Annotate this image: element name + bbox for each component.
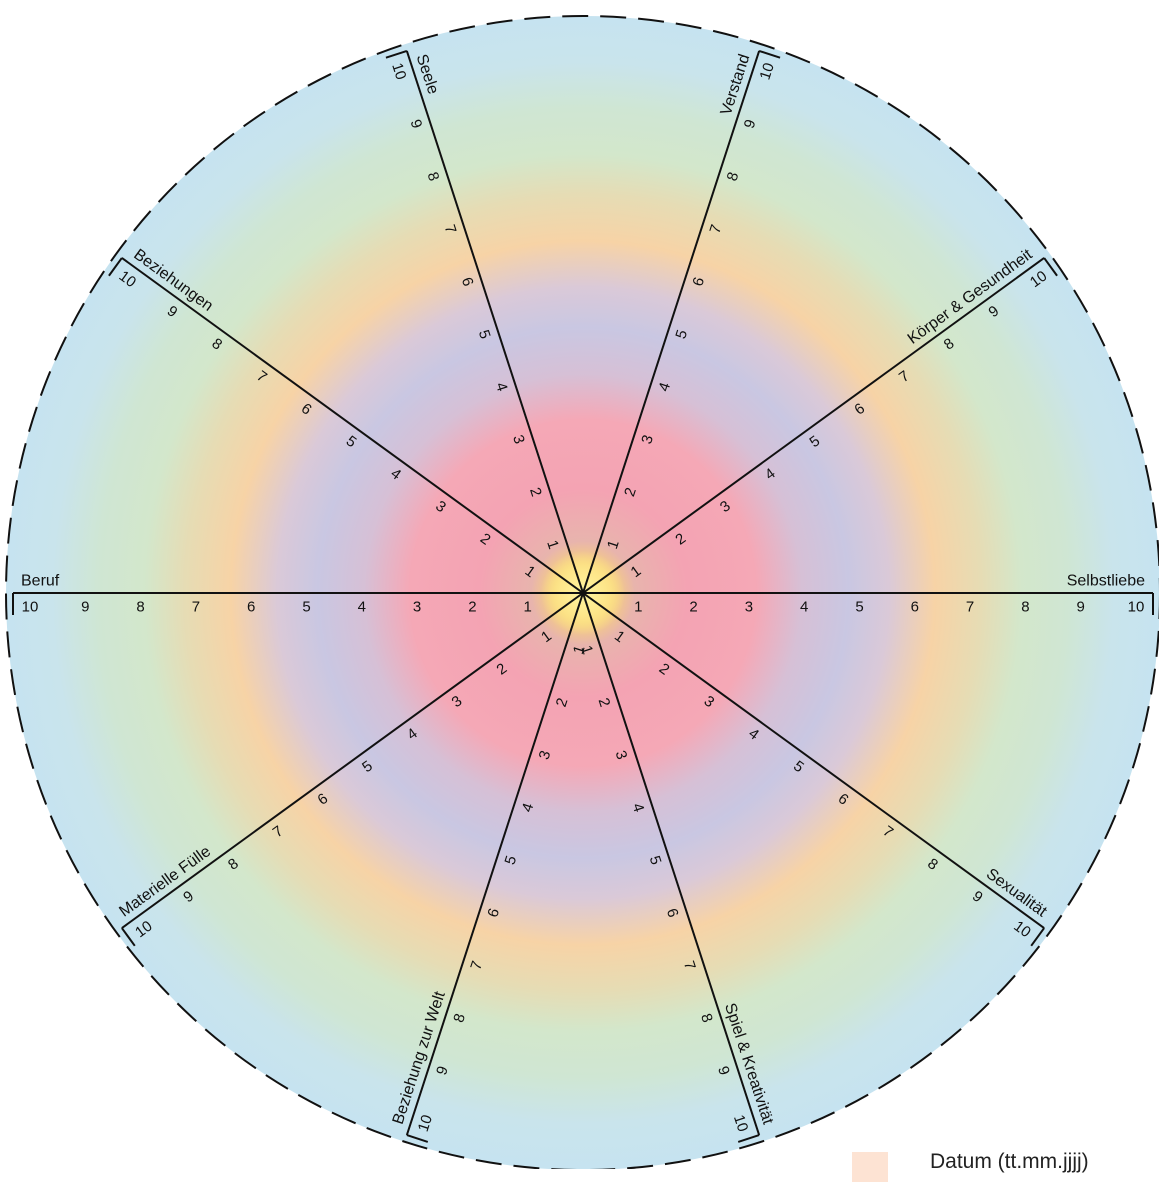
axis-cap-verstand — [758, 49, 781, 59]
axis-line-materielle-fülle — [121, 592, 584, 929]
tick-selbstliebe-4: 4 — [800, 599, 808, 616]
tick-selbstliebe-2: 2 — [689, 599, 697, 616]
tick-sexualität-10: 10 — [1010, 918, 1033, 942]
tick-beziehung-zur-welt-10: 10 — [415, 1113, 436, 1134]
axis-cap-beziehungen — [108, 257, 123, 277]
tick-materielle-fülle-10: 10 — [132, 918, 155, 942]
tick-selbstliebe-5: 5 — [855, 599, 863, 616]
tick-beruf-8: 8 — [136, 599, 144, 616]
tick-selbstliebe-10: 10 — [1128, 599, 1145, 616]
axis-cap-spiel-und-kreativität — [737, 1134, 760, 1143]
tick-seele-10: 10 — [388, 61, 409, 82]
tick-beruf-10: 10 — [22, 599, 39, 616]
axis-cap-materielle-fülle — [121, 927, 136, 947]
axis-cap-seele — [385, 49, 408, 59]
tick-beruf-6: 6 — [247, 599, 255, 616]
tick-körper-und-gesundheit-10: 10 — [1027, 268, 1050, 292]
axis-line-seele — [405, 50, 584, 594]
tick-verstand-10: 10 — [757, 61, 778, 82]
tick-beruf-4: 4 — [358, 599, 366, 616]
tick-beruf-1: 1 — [524, 599, 532, 616]
tick-beruf-7: 7 — [192, 599, 200, 616]
axis-cap-sexualität — [1030, 927, 1045, 947]
tick-selbstliebe-9: 9 — [1077, 599, 1085, 616]
legend-swatch — [852, 1152, 888, 1182]
axis-line-verstand — [582, 50, 761, 594]
tick-spiel-und-kreativität-10: 10 — [730, 1113, 751, 1134]
tick-beruf-3: 3 — [413, 599, 421, 616]
axis-line-beziehung-zur-welt — [405, 592, 584, 1136]
tick-beruf-2: 2 — [468, 599, 476, 616]
axis-line-spiel-und-kreativität — [582, 592, 761, 1136]
tick-selbstliebe-6: 6 — [911, 599, 919, 616]
axis-cap-beziehung-zur-welt — [406, 1134, 429, 1143]
legend-label: Datum (tt.mm.jjjj) — [930, 1150, 1089, 1173]
tick-selbstliebe-3: 3 — [745, 599, 753, 616]
axis-line-körper-und-gesundheit — [582, 257, 1045, 594]
axis-label-beruf: Beruf — [21, 573, 60, 590]
axis-line-sexualität — [582, 592, 1045, 929]
tick-beziehungen-10: 10 — [116, 268, 139, 292]
axis-line-beziehungen — [121, 257, 584, 594]
legend: Datum (tt.mm.jjjj) — [852, 1150, 1089, 1182]
tick-selbstliebe-1: 1 — [634, 599, 642, 616]
tick-selbstliebe-8: 8 — [1021, 599, 1029, 616]
tick-beruf-5: 5 — [302, 599, 310, 616]
tick-beruf-9: 9 — [81, 599, 89, 616]
tick-selbstliebe-7: 7 — [966, 599, 974, 616]
axis-cap-körper-und-gesundheit — [1043, 257, 1058, 277]
axis-label-selbstliebe: Selbstliebe — [1067, 573, 1145, 590]
